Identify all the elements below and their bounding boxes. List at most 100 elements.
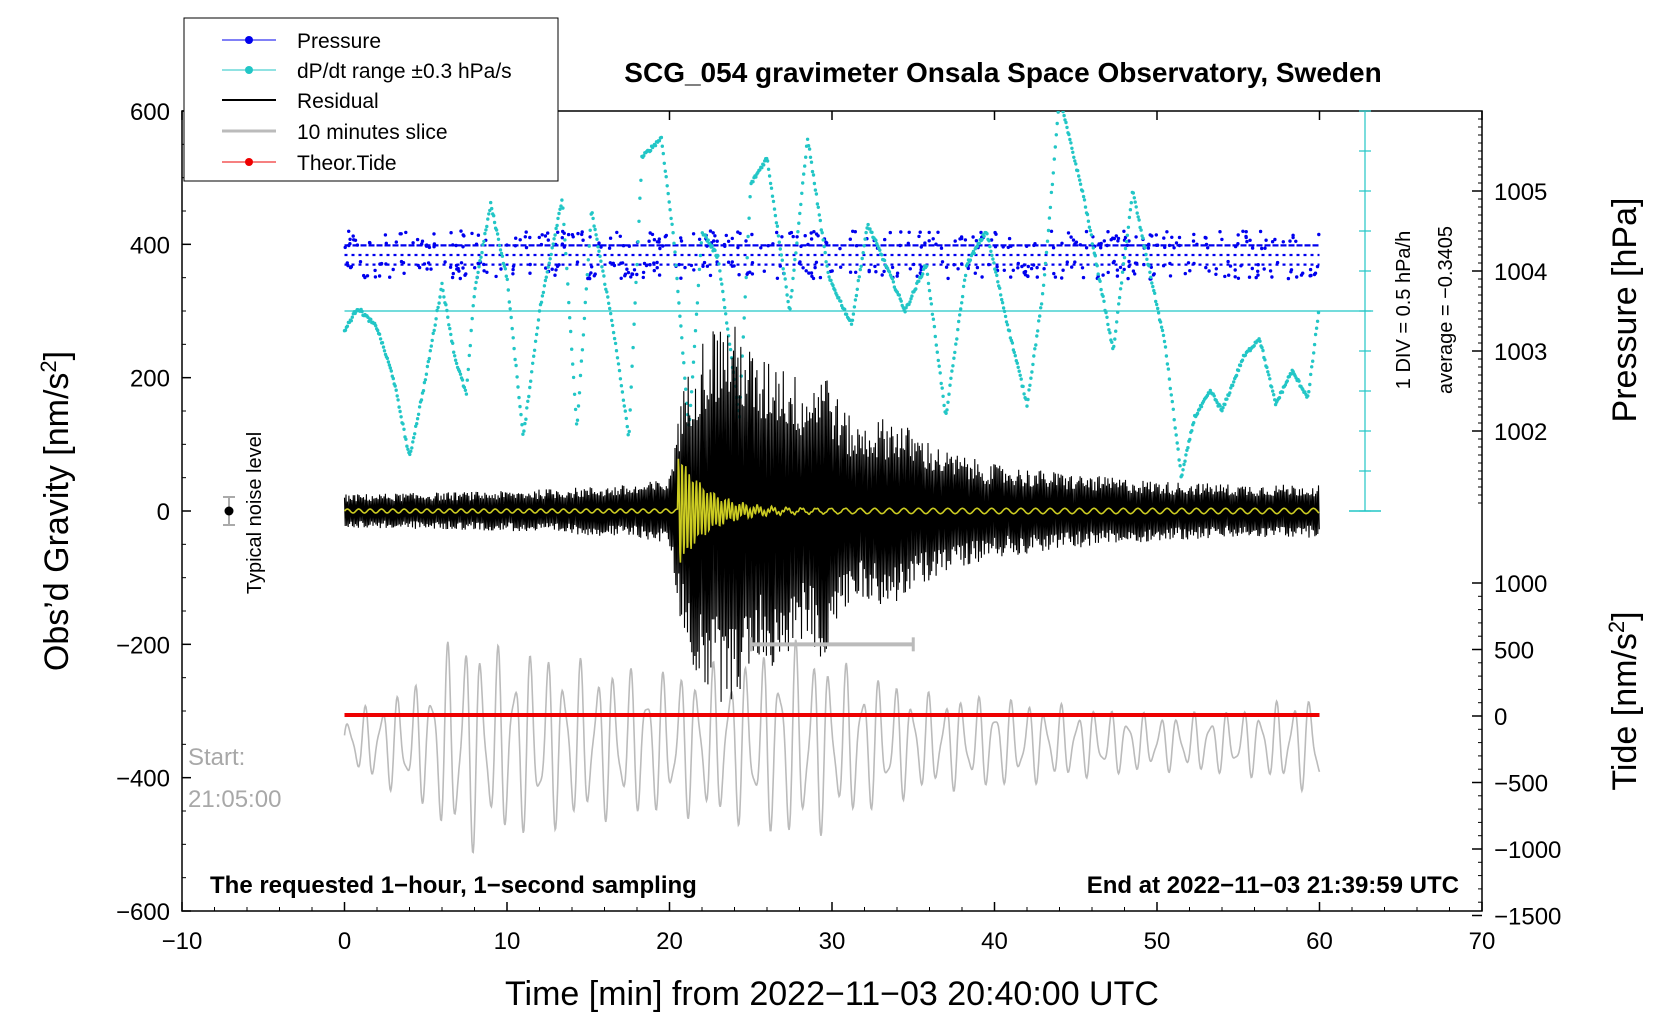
dpdt-point <box>780 258 784 262</box>
dpdt-point <box>464 392 469 396</box>
dpdt-point <box>638 196 642 200</box>
dpdt-point <box>485 224 489 229</box>
dpdt-point <box>717 262 721 266</box>
dpdt-point <box>728 347 733 352</box>
pressure-point <box>971 235 975 239</box>
pressure-point <box>1051 246 1056 250</box>
pressure-point <box>1256 269 1260 273</box>
pressure-point <box>399 232 403 236</box>
dpdt-point <box>914 287 918 291</box>
dpdt-point <box>992 261 996 265</box>
dpdt-point <box>1311 359 1315 363</box>
dpdt-point <box>1068 137 1072 142</box>
dpdt-point <box>1165 362 1170 366</box>
dpdt-point <box>1178 464 1182 468</box>
dpdt-point <box>523 421 527 426</box>
pressure-point <box>343 245 347 250</box>
pressure-point <box>394 240 398 244</box>
pressure-point <box>1162 236 1166 240</box>
dpdt-point <box>1078 182 1083 186</box>
pressure-point <box>1233 275 1237 279</box>
dpdt-point <box>473 286 477 291</box>
legend-item-tide: Theor.Tide <box>222 152 397 175</box>
dpdt-point <box>343 328 348 332</box>
dpdt-point <box>1218 404 1222 408</box>
dpdt-point <box>804 155 808 159</box>
dpdt-point <box>423 378 428 382</box>
dpdt-point <box>376 328 380 333</box>
dpdt-point <box>1158 320 1163 324</box>
dpdt-point <box>512 346 516 351</box>
dpdt-point <box>999 293 1003 297</box>
dpdt-point <box>631 345 635 350</box>
dpdt-point <box>590 211 594 215</box>
dpdt-point <box>942 403 946 408</box>
pressure-point <box>722 242 727 247</box>
dpdt-point <box>1150 281 1154 285</box>
dpdt-point <box>1280 390 1285 394</box>
pressure-point <box>1270 240 1275 244</box>
pressure-point <box>590 265 594 269</box>
dpdt-point <box>573 407 578 412</box>
dpdt-point <box>1163 345 1168 349</box>
pressure-point <box>588 235 592 239</box>
pressure-point <box>626 270 631 275</box>
dpdt-point <box>775 224 780 228</box>
dpdt-point <box>1080 189 1085 193</box>
pressure-point <box>511 264 516 268</box>
pressure-point <box>825 241 829 245</box>
dpdt-point <box>710 244 714 248</box>
pressure-point <box>384 241 388 245</box>
pressure-point <box>726 260 731 264</box>
dpdt-point <box>1195 411 1200 416</box>
dpdt-point <box>1272 393 1276 397</box>
div-label: 1 DIV = 0.5 hPa/h <box>1393 231 1415 389</box>
dpdt-point <box>389 369 393 373</box>
x-axis-label: Time [min] from 2022−11−03 20:40:00 UTC <box>505 975 1159 1013</box>
dpdt-point <box>802 172 806 176</box>
pressure-point <box>1069 235 1073 239</box>
dpdt-point <box>508 307 512 311</box>
dpdt-point <box>1033 347 1037 351</box>
pressure-point <box>851 229 855 233</box>
pressure-point <box>882 269 886 274</box>
pressure-point <box>546 238 550 242</box>
dpdt-point <box>1188 437 1192 442</box>
dpdt-point <box>1091 246 1096 250</box>
dpdt-point <box>563 238 567 242</box>
pressure-point <box>712 239 716 243</box>
pressure-point <box>1286 276 1291 281</box>
dpdt-point <box>458 372 463 376</box>
dpdt-point <box>1047 216 1052 220</box>
pressure-point <box>854 244 859 248</box>
dpdt-point <box>1005 323 1010 327</box>
pressure-point <box>906 241 910 245</box>
pressure-point <box>1236 242 1240 246</box>
pressure-point <box>980 275 984 279</box>
dpdt-point <box>779 253 783 257</box>
dpdt-point <box>575 418 580 422</box>
pressure-point <box>1228 264 1233 268</box>
dpdt-point <box>349 319 353 323</box>
x-tick-label: 30 <box>819 928 846 955</box>
dpdt-point <box>387 363 392 367</box>
dpdt-point <box>1229 386 1233 390</box>
pressure-point <box>1156 243 1160 247</box>
dpdt-point <box>929 302 934 306</box>
dpdt-point <box>514 363 518 368</box>
dpdt-point <box>1056 111 1060 114</box>
pressure-point <box>736 245 740 250</box>
dpdt-point <box>806 144 811 148</box>
dpdt-point <box>932 324 937 329</box>
dpdt-point <box>924 264 929 268</box>
dpdt-point <box>1289 372 1293 376</box>
dpdt-point <box>1001 306 1006 310</box>
tide-tick-label: −500 <box>1494 771 1548 798</box>
dpdt-point <box>1032 354 1036 358</box>
dpdt-point <box>671 231 675 235</box>
dpdt-point <box>682 361 686 365</box>
dpdt-point <box>623 409 627 413</box>
dpdt-point <box>989 249 993 253</box>
pressure-point <box>1147 242 1151 246</box>
pressure-point <box>1256 273 1260 277</box>
